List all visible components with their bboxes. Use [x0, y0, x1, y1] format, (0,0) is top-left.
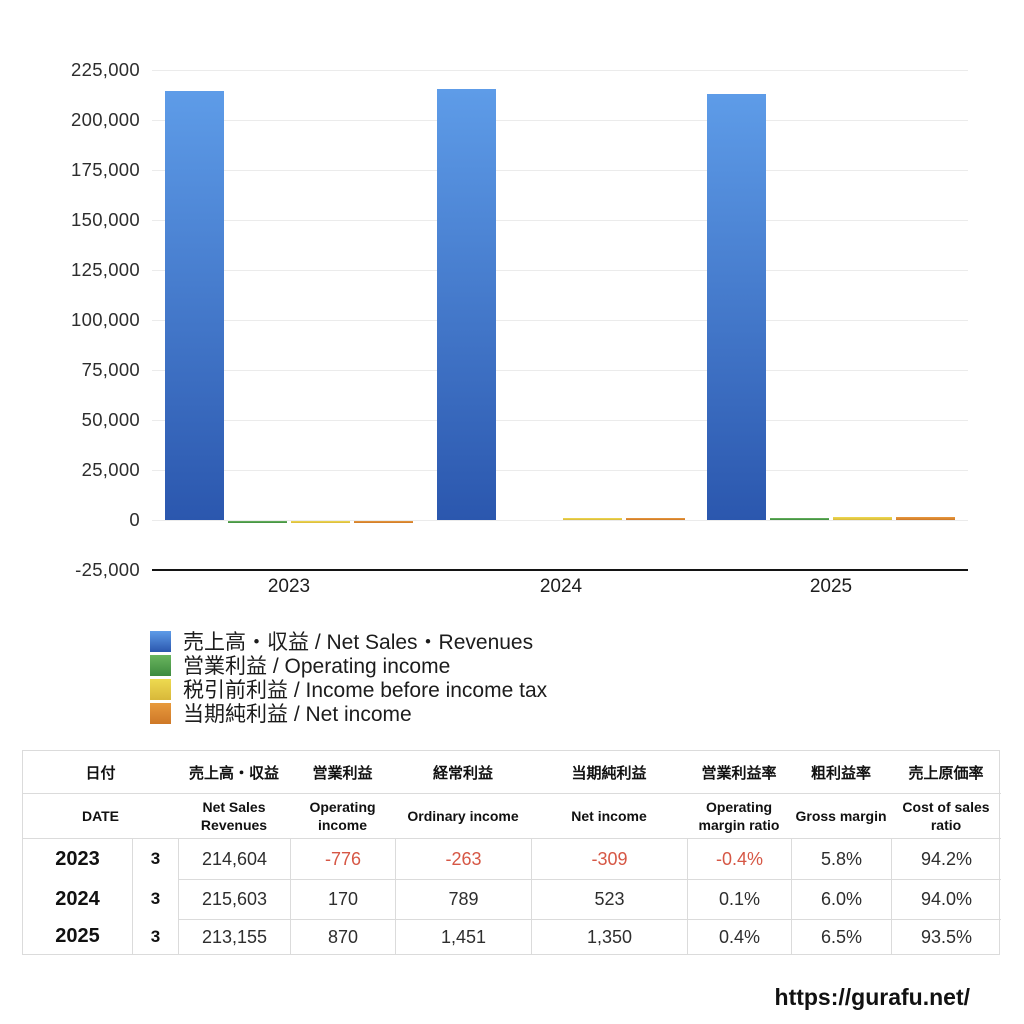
chart-bar-2024-series0 [437, 88, 496, 520]
chart-bar-2023-series1 [228, 521, 287, 523]
table-cell-month: 3 [132, 919, 178, 954]
gridline [152, 270, 968, 271]
y-axis-tick-label: 150,000 [71, 209, 140, 230]
x-axis-line [152, 569, 968, 571]
table-cell-value: 215,603 [178, 879, 290, 919]
chart-bar-2025-series3 [896, 517, 955, 520]
x-axis-label-2025: 2025 [809, 576, 853, 597]
gridline [152, 170, 968, 171]
legend-label: 税引前利益 / Income before income tax [183, 679, 548, 702]
table-header-en: Operating margin ratio [687, 794, 791, 839]
gridline [152, 420, 968, 421]
table-cell-year: 2024 [55, 887, 100, 910]
table-header-jp: 売上原価率 [891, 751, 1001, 794]
table-header-jp: 営業利益 [290, 751, 395, 794]
table-header-jp: 粗利益率 [791, 751, 891, 794]
legend-item-3: 当期純利益 / Net income [150, 701, 412, 726]
table-cell-value: 1,451 [395, 919, 531, 954]
table-header-jp: 経常利益 [395, 751, 531, 794]
legend-item-1: 営業利益 / Operating income [150, 653, 451, 678]
chart-bar-2024-series3 [626, 518, 685, 520]
gridline [152, 470, 968, 471]
table-cell-value: 214,604 [178, 839, 290, 879]
x-axis-label-2024: 2024 [539, 576, 583, 597]
chart-bar-2025-series0 [707, 93, 766, 520]
table-cell-value: 5.8% [791, 839, 891, 879]
table-cell-value: -0.4% [687, 839, 791, 879]
table-header-en: Net Sales Revenues [178, 794, 290, 839]
table-cell-value: 1,350 [531, 919, 687, 954]
table-header-jp: 当期純利益 [531, 751, 687, 794]
y-axis-tick-label: 100,000 [71, 309, 140, 330]
legend-swatch-icon [150, 630, 171, 652]
y-axis-tick-label: 200,000 [71, 109, 140, 130]
y-axis-tick-label: 50,000 [81, 409, 140, 430]
y-axis-tick-label: 0 [129, 509, 140, 530]
table-cell-value: -309 [531, 839, 687, 879]
legend-label: 営業利益 / Operating income [183, 655, 451, 678]
chart-bar-2023-series0 [165, 90, 224, 520]
y-axis-tick-label: 175,000 [71, 159, 140, 180]
table-header-en: DATE [23, 794, 178, 839]
table-cell-value: 0.1% [687, 879, 791, 919]
legend-swatch-icon [150, 654, 171, 676]
table-cell-month: 3 [132, 879, 178, 919]
y-axis-tick-label: 125,000 [71, 259, 140, 280]
table-cell-value: 6.5% [791, 919, 891, 954]
chart-bar-2024-series2 [563, 518, 622, 520]
table-header-en: Gross margin [791, 794, 891, 839]
table-cell-year: 2025 [55, 925, 100, 947]
table-header-jp: 売上高・収益 [178, 751, 290, 794]
legend-swatch-icon [150, 678, 171, 700]
table-header-en: Ordinary income [395, 794, 531, 839]
table-header-en: Cost of sales ratio [891, 794, 1001, 839]
site-url: https://gurafu.net/ [774, 984, 970, 1010]
x-axis-label-2023: 2023 [267, 576, 311, 597]
table-header-jp: 日付 [23, 751, 178, 794]
table-cell-value: -263 [395, 839, 531, 879]
gridline [152, 70, 968, 71]
chart-bar-2025-series1 [770, 518, 829, 520]
legend-item-0: 売上高・収益 / Net Sales・Revenues [150, 629, 534, 654]
y-axis-tick-label: 25,000 [81, 459, 140, 480]
table-cell-value: 93.5% [891, 919, 1001, 954]
y-axis-tick-label: -25,000 [75, 559, 140, 580]
financial-table: 日付 売上高・収益 営業利益 経常利益 当期純利益 営業利益率 粗利益率 売上原価率 DATE N… [22, 750, 1001, 955]
table-header-en: Net income [531, 794, 687, 839]
gridline [152, 220, 968, 221]
table-header-en: Operating income [290, 794, 395, 839]
chart-bar-2023-series2 [291, 521, 350, 523]
table-cell-value: 94.0% [891, 879, 1001, 919]
table-cell-value: 94.2% [891, 839, 1001, 879]
table-cell-value: 523 [531, 879, 687, 919]
gridline [152, 320, 968, 321]
table-cell-value: 789 [395, 879, 531, 919]
table-cell-month: 3 [132, 839, 178, 879]
legend-label: 売上高・収益 / Net Sales・Revenues [183, 631, 534, 654]
y-axis-tick-label: 225,000 [71, 59, 140, 80]
chart-bar-2025-series2 [833, 517, 892, 520]
gridline [152, 370, 968, 371]
legend-swatch-icon [150, 702, 171, 724]
chart-bar-2023-series3 [354, 521, 413, 523]
legend-label: 当期純利益 / Net income [183, 703, 412, 726]
table-cell-year: 2023 [55, 847, 100, 870]
gridline [152, 120, 968, 121]
gridline [152, 520, 968, 521]
table-cell-value: -776 [290, 839, 395, 879]
table-cell-value: 0.4% [687, 919, 791, 954]
legend-item-2: 税引前利益 / Income before income tax [150, 677, 548, 702]
y-axis-tick-label: 75,000 [81, 359, 140, 380]
table-header-jp: 営業利益率 [687, 751, 791, 794]
table-cell-value: 6.0% [791, 879, 891, 919]
table-cell-value: 213,155 [178, 919, 290, 954]
table-cell-value: 870 [290, 919, 395, 954]
table-cell-value: 170 [290, 879, 395, 919]
